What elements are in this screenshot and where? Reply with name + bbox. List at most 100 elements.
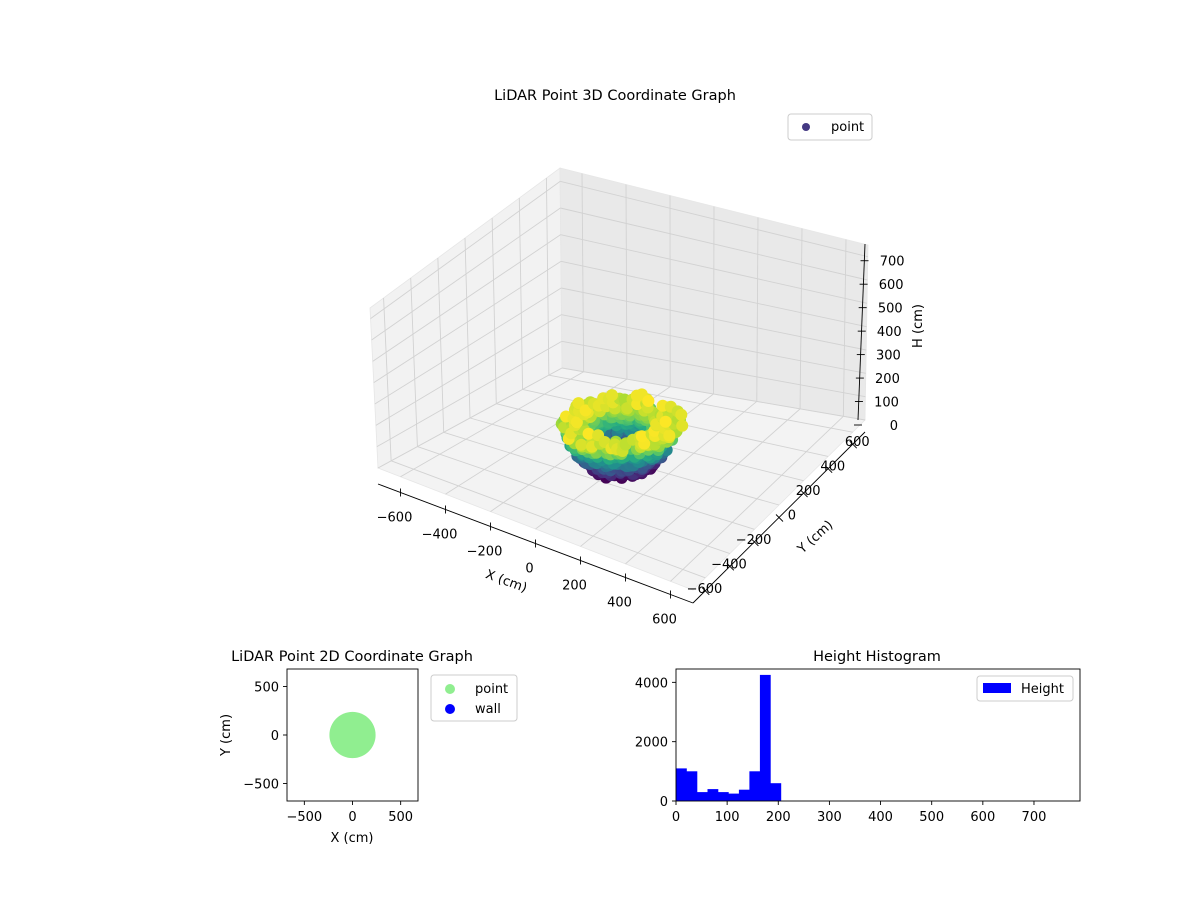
legend-histogram: Height xyxy=(976,675,1074,702)
chart-3d-title: LiDAR Point 3D Coordinate Graph xyxy=(494,88,736,104)
legend-2d-wall-label: wall xyxy=(475,702,501,717)
y-tick-label-histogram: 0 xyxy=(660,795,668,810)
x-axis-label-2d: X (cm) xyxy=(331,831,374,846)
y-tick-label-3d: 600 xyxy=(845,435,870,450)
x-tick-label-2d: 500 xyxy=(388,810,413,825)
z-tick-label-3d: 500 xyxy=(878,302,903,317)
lidar-point-3d xyxy=(659,415,672,428)
histogram-bar xyxy=(728,793,740,801)
x-tick-label-histogram: 200 xyxy=(766,810,791,825)
y-tick-label-3d: −400 xyxy=(711,557,747,572)
x-tick-label-histogram: 600 xyxy=(970,810,995,825)
y-tick-label-2d: 0 xyxy=(271,729,279,744)
z-tick-label-3d: 400 xyxy=(877,325,902,340)
x-tick-label-3d: 400 xyxy=(607,596,632,611)
grid-line-y xyxy=(443,431,755,530)
grid-line-z xyxy=(561,340,866,398)
grid-line-x-wall xyxy=(756,217,759,402)
grid-line-z xyxy=(560,260,867,328)
grid-line-z xyxy=(370,180,561,320)
y-tick-label-3d: −200 xyxy=(736,533,772,548)
legend-3d: point xyxy=(787,113,873,141)
x-tick-label-histogram: 100 xyxy=(715,810,740,825)
x-tick-label-histogram: 700 xyxy=(1022,810,1047,825)
z-tick-label-3d: 700 xyxy=(880,255,905,270)
lidar-point-3d xyxy=(675,408,688,421)
legend-2d: point wall xyxy=(430,674,518,722)
lidar-point-3d xyxy=(575,438,588,451)
grid-line-x-wall xyxy=(581,173,585,372)
ticks-histogram: 0 100 200 300 400 500 600 700 0 2000 4000 xyxy=(635,676,1046,825)
legend-histogram-swatch xyxy=(983,683,1011,693)
grid-line-x-wall xyxy=(625,184,628,380)
y-tick-label-3d: 0 xyxy=(788,509,796,524)
ticks-3d: −600−400−2000200400600−600−400−200020040… xyxy=(377,255,905,628)
grid-line-y-wall xyxy=(545,177,550,376)
histogram-title: Height Histogram xyxy=(813,649,941,665)
z-axis-line xyxy=(857,243,866,421)
histogram-bar xyxy=(697,792,708,801)
y-tick-label-3d: −600 xyxy=(687,582,723,597)
point-cloud-3d xyxy=(555,388,689,484)
lidar-point-3d xyxy=(579,404,592,417)
grid-line-y-wall xyxy=(464,237,471,419)
x-tick-label-histogram: 300 xyxy=(817,810,842,825)
grid-line-z xyxy=(561,287,867,351)
legend-3d-marker xyxy=(802,123,810,131)
grid-line-z xyxy=(375,314,562,426)
x-axis-label-3d: X (cm) xyxy=(483,567,529,596)
x-tick-label-3d: −400 xyxy=(422,528,458,543)
histogram-bar xyxy=(738,789,750,801)
y-axis-label-3d: Y (cm) xyxy=(794,518,836,558)
grid-line-y-wall xyxy=(518,197,524,390)
grid-line-x-wall xyxy=(842,239,847,417)
grid-line-y xyxy=(417,446,731,554)
x-tick-label-2d: −500 xyxy=(286,810,322,825)
y-tick-label-3d: 400 xyxy=(820,460,845,475)
chart-2d: LiDAR Point 2D Coordinate Graph −500 0 500… xyxy=(219,649,518,846)
point-cluster-2d xyxy=(329,711,376,759)
y-tick-label-histogram: 4000 xyxy=(635,676,668,691)
histogram-bar xyxy=(707,789,719,801)
lidar-point-3d xyxy=(676,419,689,432)
chart-2d-title: LiDAR Point 2D Coordinate Graph xyxy=(231,649,473,665)
legend-2d-point-marker xyxy=(445,684,455,694)
y-tick-3d xyxy=(701,587,710,596)
legend-3d-box xyxy=(787,113,873,141)
x-tick-label-3d: 600 xyxy=(652,613,677,628)
x-tick-label-histogram: 0 xyxy=(672,810,680,825)
y-tick-label-histogram: 2000 xyxy=(635,736,668,751)
x-tick-label-3d: −600 xyxy=(377,511,413,526)
lidar-point-3d xyxy=(570,416,583,429)
z-tick-label-3d: 600 xyxy=(879,278,904,293)
grid-line-z xyxy=(377,367,563,469)
grid-line-z xyxy=(374,287,562,405)
grid-line-z xyxy=(372,234,561,362)
z-tick-label-3d: 200 xyxy=(875,372,900,387)
legend-histogram-box xyxy=(976,675,1074,702)
legend-3d-label: point xyxy=(831,120,864,135)
y-tick-label-2d: 500 xyxy=(254,680,279,695)
x-tick-label-histogram: 500 xyxy=(919,810,944,825)
z-tick-label-3d: 300 xyxy=(876,349,901,364)
lidar-point-3d xyxy=(663,429,676,442)
y-axis-label-2d: Y (cm) xyxy=(219,714,234,757)
grid-line-y-wall xyxy=(410,277,418,447)
histogram-bar xyxy=(717,792,729,801)
x-tick-label-3d: −200 xyxy=(467,545,503,560)
legend-2d-wall-marker xyxy=(445,704,455,714)
ticks-2d: −500 0 500 −500 0 500 xyxy=(243,680,413,825)
grid-line-y xyxy=(548,374,853,433)
grid-line-z xyxy=(371,207,561,341)
histogram-bar xyxy=(686,771,698,801)
y-tick-3d xyxy=(849,440,858,449)
histogram-bars xyxy=(676,674,782,801)
lidar-point-3d xyxy=(621,402,634,415)
grid-line-z xyxy=(561,367,866,421)
y-tick-label-3d: 200 xyxy=(796,484,821,499)
lidar-point-3d xyxy=(582,427,595,440)
grid-line-z xyxy=(561,314,866,374)
lidar-point-3d xyxy=(606,389,618,402)
histogram-bar xyxy=(676,768,687,801)
